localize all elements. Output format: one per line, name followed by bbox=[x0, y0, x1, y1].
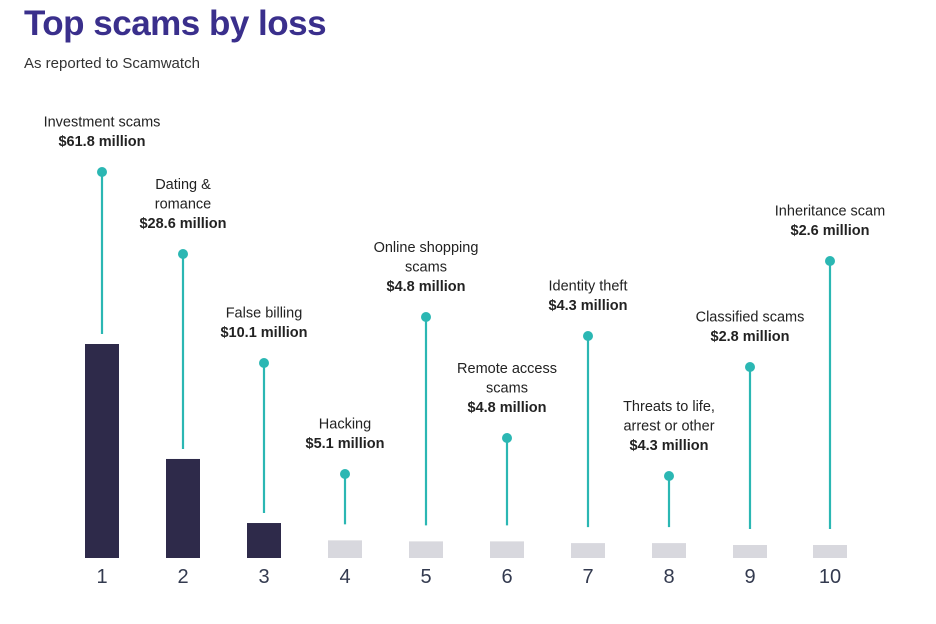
rank-label-6: 6 bbox=[501, 566, 512, 588]
category-label-8: Threats to life, bbox=[623, 399, 715, 415]
pin-dot-9 bbox=[745, 362, 755, 372]
value-label-9: $2.8 million bbox=[711, 329, 790, 345]
category-label-5: Online shopping bbox=[374, 240, 479, 256]
bar-6 bbox=[490, 541, 524, 558]
value-label-4: $5.1 million bbox=[306, 436, 385, 452]
pin-dot-2 bbox=[178, 249, 188, 259]
value-label-6: $4.8 million bbox=[468, 400, 547, 416]
value-label-5: $4.8 million bbox=[387, 279, 466, 295]
bar-2 bbox=[166, 458, 200, 558]
category-label-8: arrest or other bbox=[623, 419, 714, 435]
category-label-7: Identity theft bbox=[549, 279, 628, 295]
category-label-4: Hacking bbox=[319, 417, 371, 433]
pin-dot-5 bbox=[421, 312, 431, 322]
bar-10 bbox=[813, 545, 847, 558]
category-label-2: Dating & bbox=[155, 177, 211, 193]
rank-label-4: 4 bbox=[339, 566, 350, 588]
bar-5 bbox=[409, 541, 443, 558]
rank-label-2: 2 bbox=[177, 566, 188, 588]
category-label-5: scams bbox=[405, 260, 447, 276]
bar-7 bbox=[571, 543, 605, 558]
category-label-6: scams bbox=[486, 381, 528, 397]
value-label-7: $4.3 million bbox=[549, 298, 628, 314]
rank-label-1: 1 bbox=[96, 566, 107, 588]
chart-title: Top scams by loss bbox=[24, 4, 327, 43]
bar-3 bbox=[247, 523, 281, 558]
value-label-8: $4.3 million bbox=[630, 438, 709, 454]
value-label-3: $10.1 million bbox=[220, 325, 307, 341]
category-label-1: Investment scams bbox=[44, 115, 161, 131]
category-label-3: False billing bbox=[226, 306, 303, 322]
rank-label-9: 9 bbox=[744, 566, 755, 588]
pin-dot-10 bbox=[825, 256, 835, 266]
value-label-10: $2.6 million bbox=[791, 223, 870, 239]
category-label-6: Remote access bbox=[457, 361, 557, 377]
pin-dot-8 bbox=[664, 471, 674, 481]
pin-dot-3 bbox=[259, 358, 269, 368]
value-label-2: $28.6 million bbox=[139, 216, 226, 232]
category-label-10: Inheritance scam bbox=[775, 204, 885, 220]
rank-label-8: 8 bbox=[663, 566, 674, 588]
rank-label-3: 3 bbox=[258, 566, 269, 588]
bar-9 bbox=[733, 545, 767, 558]
rank-label-7: 7 bbox=[582, 566, 593, 588]
chart-subtitle: As reported to Scamwatch bbox=[24, 55, 200, 72]
pin-dot-1 bbox=[97, 167, 107, 177]
bar-4 bbox=[328, 540, 362, 558]
category-label-9: Classified scams bbox=[696, 310, 805, 326]
bar-1 bbox=[85, 344, 119, 558]
rank-label-10: 10 bbox=[819, 566, 841, 588]
rank-label-5: 5 bbox=[420, 566, 431, 588]
value-label-1: $61.8 million bbox=[58, 134, 145, 150]
bar-8 bbox=[652, 543, 686, 558]
pin-dot-6 bbox=[502, 433, 512, 443]
category-label-2: romance bbox=[155, 197, 211, 213]
pin-dot-7 bbox=[583, 331, 593, 341]
pin-dot-4 bbox=[340, 469, 350, 479]
